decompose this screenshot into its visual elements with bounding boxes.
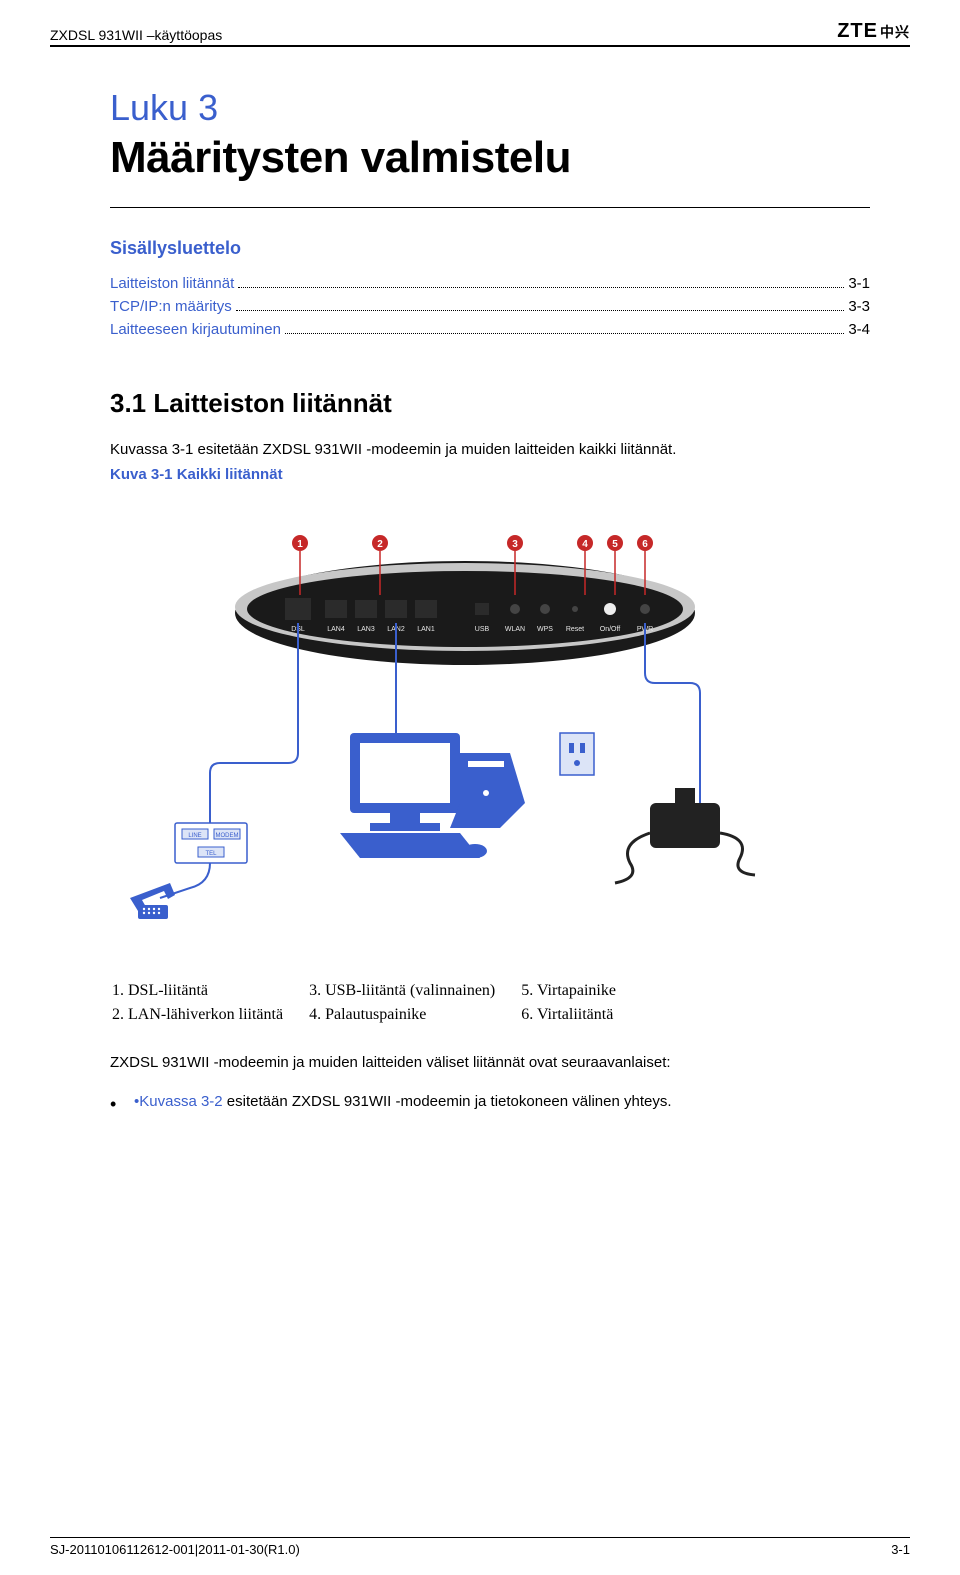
page: ZXDSL 931WII –käyttöopas ZTE中兴 Luku 3 Mä… — [0, 0, 960, 1575]
content-area: Luku 3 Määritysten valmistelu Sisällyslu… — [50, 87, 910, 1119]
svg-text:LAN3: LAN3 — [357, 626, 375, 633]
toc-item: Laitteeseen kirjautuminen 3-4 — [110, 321, 870, 338]
phone-icon — [130, 883, 175, 919]
section-intro: Kuvassa 3-1 esitetään ZXDSL 931WII -mode… — [110, 439, 870, 462]
chapter-title: Määritysten valmistelu — [110, 133, 870, 208]
svg-text:4: 4 — [582, 539, 588, 550]
page-header: ZXDSL 931WII –käyttöopas ZTE中兴 — [50, 20, 910, 47]
footer-page-number: 3-1 — [891, 1542, 910, 1557]
svg-text:3: 3 — [512, 539, 518, 550]
svg-text:Reset: Reset — [566, 626, 584, 633]
toc-item: TCP/IP:n määritys 3-3 — [110, 298, 870, 315]
svg-text:6: 6 — [642, 539, 648, 550]
doc-title: ZXDSL 931WII –käyttöopas — [50, 27, 222, 43]
svg-text:WLAN: WLAN — [505, 626, 525, 633]
toc-item-page: 3-3 — [848, 298, 870, 315]
bullet-text: •Kuvassa 3-2 esitetään ZXDSL 931WII -mod… — [134, 1090, 870, 1119]
svg-text:5: 5 — [612, 539, 618, 550]
toc-list: Laitteiston liitännät 3-1 TCP/IP:n määri… — [110, 275, 870, 338]
legend-table: 1. DSL-liitäntä 3. USB-liitäntä (valinna… — [110, 978, 642, 1028]
footer-doc-id: SJ-20110106112612-001|2011-01-30(R1.0) — [50, 1542, 300, 1557]
chapter-label: Luku 3 — [110, 87, 870, 129]
section-number: 3.1 — [110, 388, 146, 418]
svg-text:LAN4: LAN4 — [327, 626, 345, 633]
legend-cell: 6. Virtaliitäntä — [521, 1004, 640, 1026]
logo-cn: 中兴 — [880, 22, 910, 42]
toc-item-page: 3-4 — [848, 321, 870, 338]
svg-text:WPS: WPS — [537, 626, 553, 633]
svg-text:1: 1 — [297, 539, 303, 550]
bullet-item: • •Kuvassa 3-2 esitetään ZXDSL 931WII -m… — [110, 1090, 870, 1119]
power-adapter-icon — [615, 788, 755, 883]
toc-leader — [236, 310, 845, 311]
figure-reference: •Kuvassa 3-2 — [134, 1093, 223, 1110]
svg-text:TEL: TEL — [205, 851, 217, 857]
wall-outlet-icon — [560, 733, 594, 775]
legend-cell: 1. DSL-liitäntä — [112, 980, 307, 1002]
table-row: 1. DSL-liitäntä 3. USB-liitäntä (valinna… — [112, 980, 640, 1002]
toc-leader — [238, 287, 844, 288]
section-title: Laitteiston liitännät — [153, 388, 391, 418]
svg-text:LAN1: LAN1 — [417, 626, 435, 633]
svg-text:LINE: LINE — [188, 833, 201, 839]
logo-text: ZTE — [837, 20, 878, 43]
toc-item-page: 3-1 — [848, 275, 870, 292]
legend-cell: 2. LAN-lähiverkon liitäntä — [112, 1004, 307, 1026]
bullet-marker: • — [110, 1090, 134, 1119]
figure-caption: Kuva 3-1 Kaikki liitännät — [110, 466, 870, 483]
connection-diagram: DSL LAN4 LAN3 LAN2 LAN1 USB WLAN WPS Res… — [120, 503, 760, 923]
toc-item-label: Laitteiston liitännät — [110, 275, 234, 292]
table-row: 2. LAN-lähiverkon liitäntä 4. Palautuspa… — [112, 1004, 640, 1026]
svg-text:On/Off: On/Off — [600, 626, 621, 633]
computer-icon — [340, 733, 525, 858]
toc-item-label: Laitteeseen kirjautuminen — [110, 321, 281, 338]
svg-text:MODEM: MODEM — [216, 833, 239, 839]
toc-leader — [285, 333, 844, 334]
splitter-device: LINE MODEM TEL — [175, 823, 247, 863]
toc-item: Laitteiston liitännät 3-1 — [110, 275, 870, 292]
legend-cell: 5. Virtapainike — [521, 980, 640, 1002]
closing-paragraph: ZXDSL 931WII -modeemin ja muiden laittei… — [110, 1052, 870, 1075]
section-heading: 3.1 Laitteiston liitännät — [110, 388, 870, 419]
toc-item-label: TCP/IP:n määritys — [110, 298, 232, 315]
legend-cell: 4. Palautuspainike — [309, 1004, 519, 1026]
toc-heading: Sisällysluettelo — [110, 238, 870, 259]
legend-cell: 3. USB-liitäntä (valinnainen) — [309, 980, 519, 1002]
svg-text:USB: USB — [475, 626, 490, 633]
brand-logo: ZTE中兴 — [837, 20, 910, 43]
page-footer: SJ-20110106112612-001|2011-01-30(R1.0) 3… — [50, 1537, 910, 1557]
svg-text:2: 2 — [377, 539, 383, 550]
modem-face — [247, 571, 683, 647]
bullet-rest: esitetään ZXDSL 931WII -modeemin ja tiet… — [223, 1093, 672, 1110]
